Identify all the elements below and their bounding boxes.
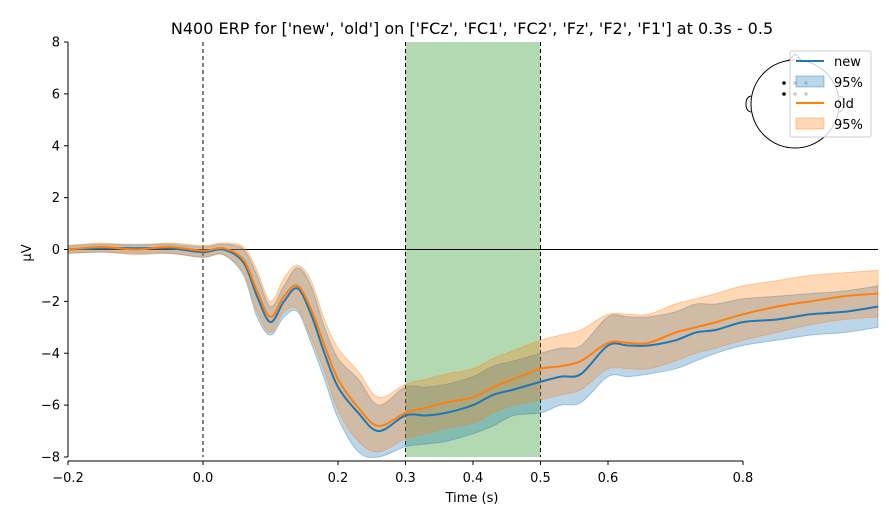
legend: new 95% old 95% [789,50,872,138]
y-tick-label: 6 [52,87,60,102]
line-old [67,245,879,427]
y-tick-label: −4 [41,347,60,362]
y-tick-label: −2 [41,295,60,310]
chart-title: N400 ERP for ['new', 'old'] on ['FCz', '… [171,19,773,38]
x-tick-label: 0.0 [193,471,214,486]
legend-label: old [834,97,854,112]
sensor-dot [782,92,786,96]
legend-label: 95% [834,76,863,91]
band-new [67,243,879,458]
x-tick-label: 0.3 [395,471,416,486]
y-tick-label: 2 [52,191,60,206]
legend-label: 95% [834,118,863,133]
y-tick-label: 8 [52,36,60,51]
legend-swatch-old-ci [795,117,825,130]
y-tick-label: 4 [52,139,60,154]
x-axis-label: Time (s) [445,491,499,506]
legend-label: new [834,55,861,70]
x-tick-label: 0.8 [733,471,754,486]
plot-area: 8 6 4 2 0 −2 −4 −6 −8 −0.2 0.0 0.2 0.3 0.4 0.5 0.6 0.8 [41,36,879,486]
y-axis-label: µV [20,244,35,261]
x-tick-label: 0.2 [328,471,349,486]
band-old [67,242,879,453]
y-tick-label: 0 [52,243,60,258]
head-ear-left [745,95,752,113]
y-tick-label: −6 [41,399,60,414]
x-tick-label: 0.4 [463,471,484,486]
x-tick-label: −0.2 [52,471,84,486]
legend-swatch-new-ci [795,75,825,88]
legend-box [789,50,872,138]
y-tick-label: −8 [41,451,60,466]
sensor-dot [782,81,786,85]
x-tick-label: 0.5 [530,471,551,486]
x-tick-label: 0.6 [598,471,619,486]
line-new [67,246,879,433]
